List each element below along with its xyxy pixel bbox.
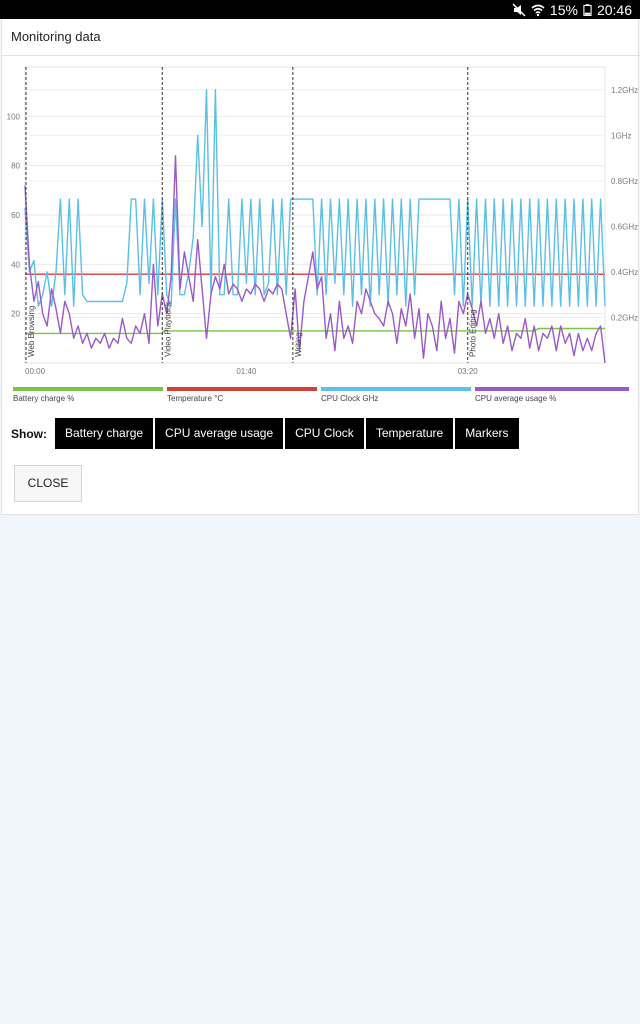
show-toggle-row: Show: Battery charge CPU average usage C… bbox=[11, 418, 521, 449]
left-axis-tick-label: 20 bbox=[11, 310, 20, 319]
x-axis-tick-label: 01:40 bbox=[236, 367, 257, 376]
mute-icon bbox=[512, 2, 526, 17]
battery-icon bbox=[583, 3, 592, 16]
legend-cpu-clock: CPU Clock GHz bbox=[321, 387, 471, 403]
dialog-title: Monitoring data bbox=[11, 29, 101, 44]
marker-label: Photo Editing bbox=[469, 309, 478, 357]
marker-label: Video Playback bbox=[163, 301, 172, 357]
wifi-icon bbox=[531, 4, 545, 16]
close-button[interactable]: CLOSE bbox=[14, 465, 82, 502]
clock-time: 20:46 bbox=[596, 1, 632, 18]
legend-label: Temperature °C bbox=[167, 394, 224, 403]
left-axis-tick-label: 100 bbox=[7, 112, 21, 121]
right-axis-tick-label: 1GHz bbox=[611, 131, 631, 140]
legend-label: CPU average usage % bbox=[475, 394, 557, 403]
series-line bbox=[24, 89, 606, 307]
monitoring-dialog: Monitoring data 20 40 60 80 100 0.2GHz 0.4GHz 0… bbox=[1, 19, 640, 515]
toggle-cpu-average-usage-button[interactable]: CPU average usage bbox=[155, 418, 284, 449]
marker-label: Writing bbox=[294, 332, 303, 357]
toggle-temperature-button[interactable]: Temperature bbox=[365, 418, 454, 449]
series-line bbox=[25, 327, 605, 335]
marker-label: Web Browsing bbox=[27, 306, 36, 357]
left-axis-tick-label: 80 bbox=[11, 162, 20, 171]
right-axis-tick-label: 0.8GHz bbox=[611, 177, 638, 186]
right-axis-tick-label: 1.2GHz bbox=[611, 86, 638, 95]
left-axis-tick-label: 40 bbox=[11, 260, 20, 269]
right-axis-tick-label: 0.4GHz bbox=[611, 268, 638, 277]
toggle-cpu-clock-button[interactable]: CPU Clock bbox=[285, 418, 364, 449]
legend-swatch bbox=[475, 387, 629, 391]
monitoring-chart: 20 40 60 80 100 0.2GHz 0.4GHz 0.6GHz 0.8GHz 1GHz 1… bbox=[7, 66, 638, 376]
left-axis-tick-label: 60 bbox=[11, 211, 20, 220]
series-line bbox=[24, 155, 606, 364]
legend-label: CPU Clock GHz bbox=[321, 394, 379, 403]
show-label: Show: bbox=[11, 426, 47, 441]
chart-legend: Battery charge % Temperature °C CPU Cloc… bbox=[13, 387, 633, 407]
legend-battery-charge: Battery charge % bbox=[13, 387, 163, 403]
legend-swatch bbox=[13, 387, 163, 391]
legend-swatch bbox=[167, 387, 317, 391]
x-axis-tick-label: 03:20 bbox=[458, 367, 479, 376]
title-divider bbox=[2, 55, 640, 56]
battery-percent: 15% bbox=[549, 1, 578, 18]
legend-temperature: Temperature °C bbox=[167, 387, 317, 403]
toggle-markers-button[interactable]: Markers bbox=[455, 418, 519, 449]
right-axis-tick-label: 0.6GHz bbox=[611, 222, 638, 231]
status-bar: 15% 20:46 bbox=[0, 0, 640, 19]
x-axis-tick-label: 00:00 bbox=[25, 367, 46, 376]
right-axis-tick-label: 0.2GHz bbox=[611, 313, 638, 322]
legend-swatch bbox=[321, 387, 471, 391]
legend-cpu-usage: CPU average usage % bbox=[475, 387, 629, 403]
toggle-battery-charge-button[interactable]: Battery charge bbox=[55, 418, 154, 449]
legend-label: Battery charge % bbox=[13, 394, 75, 403]
